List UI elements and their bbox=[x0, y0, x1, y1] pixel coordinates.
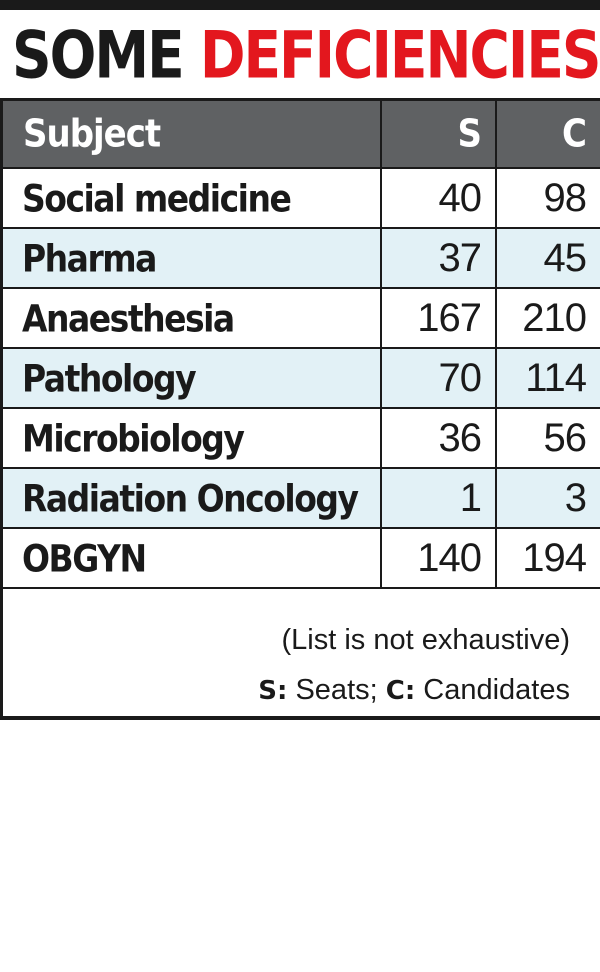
table-frame bbox=[0, 98, 600, 720]
headline-part-2: DEFICIENCIES bbox=[199, 17, 600, 93]
header-candidates: C bbox=[495, 101, 600, 169]
seats-cell: 40 bbox=[380, 168, 496, 229]
table-header-row: Subject S C bbox=[3, 101, 600, 169]
seats-cell: 36 bbox=[380, 408, 496, 469]
table-row: Anaesthesia 167 210 bbox=[3, 288, 600, 349]
subject-cell: Anaesthesia bbox=[3, 288, 381, 349]
table-row: Social medicine 40 98 bbox=[3, 168, 600, 229]
table-row: Radiation Oncology 1 3 bbox=[3, 468, 600, 529]
subject-cell: Microbiology bbox=[3, 408, 381, 469]
table-row: Pathology 70 114 bbox=[3, 348, 600, 409]
legend-s-key: S: bbox=[258, 676, 288, 706]
footnote: (List is not exhaustive) bbox=[281, 624, 570, 656]
legend-s-text: Seats; bbox=[287, 674, 386, 706]
candidates-cell: 45 bbox=[495, 228, 600, 289]
subject-cell: Radiation Oncology bbox=[3, 468, 381, 529]
table-row: OBGYN 140 194 bbox=[3, 528, 600, 589]
subject-cell: Social medicine bbox=[3, 168, 381, 229]
table-row: Microbiology 36 56 bbox=[3, 408, 600, 469]
top-rule bbox=[0, 0, 600, 10]
seats-cell: 70 bbox=[380, 348, 496, 409]
seats-cell: 140 bbox=[380, 528, 496, 589]
seats-cell: 167 bbox=[380, 288, 496, 349]
legend: S: Seats; C: Candidates bbox=[258, 674, 570, 707]
candidates-cell: 3 bbox=[495, 468, 600, 529]
subject-cell: OBGYN bbox=[3, 528, 381, 589]
subject-cell: Pharma bbox=[3, 228, 381, 289]
header-subject: Subject bbox=[3, 101, 381, 169]
subject-cell: Pathology bbox=[3, 348, 381, 409]
deficiencies-table: Subject S C Social medicine 40 98 Pharma… bbox=[3, 101, 600, 589]
candidates-cell: 210 bbox=[495, 288, 600, 349]
header-seats: S bbox=[380, 101, 496, 169]
candidates-cell: 56 bbox=[495, 408, 600, 469]
headline-part-1: SOME bbox=[12, 17, 185, 93]
seats-cell: 1 bbox=[380, 468, 496, 529]
legend-c-text: Candidates bbox=[415, 674, 570, 706]
headline: SOME DEFICIENCIES bbox=[12, 11, 600, 98]
candidates-cell: 98 bbox=[495, 168, 600, 229]
legend-c-key: C: bbox=[385, 676, 416, 706]
candidates-cell: 114 bbox=[495, 348, 600, 409]
table-row: Pharma 37 45 bbox=[3, 228, 600, 289]
seats-cell: 37 bbox=[380, 228, 496, 289]
candidates-cell: 194 bbox=[495, 528, 600, 589]
